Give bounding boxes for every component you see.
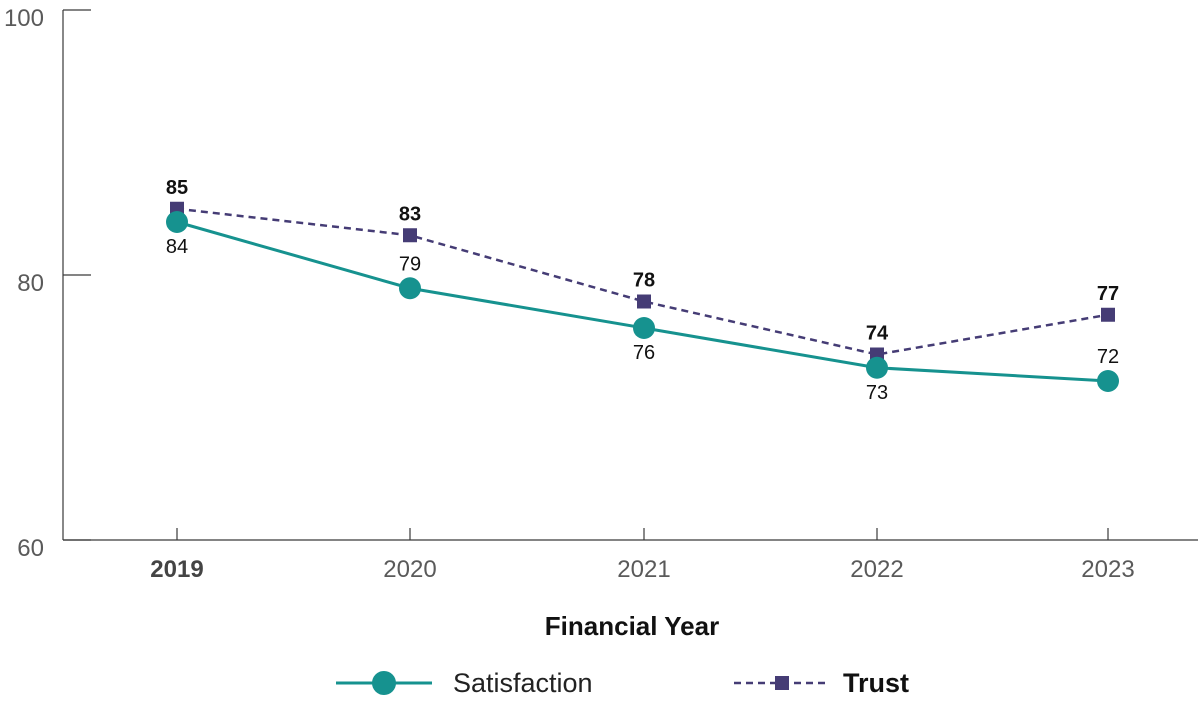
satisfaction-point bbox=[866, 356, 888, 379]
legend: Satisfaction Trust bbox=[336, 668, 909, 698]
legend-trust-label: Trust bbox=[843, 668, 909, 698]
trust-data-label: 83 bbox=[399, 203, 421, 225]
trust-point bbox=[637, 294, 651, 309]
y-axis-ticks: 60 80 100 bbox=[4, 5, 91, 562]
x-tick-label: 2020 bbox=[383, 556, 436, 583]
trust-data-label: 85 bbox=[166, 177, 188, 199]
satisfaction-data-label: 76 bbox=[633, 342, 655, 364]
satisfaction-data-label: 84 bbox=[166, 236, 188, 258]
data-labels: 84 79 76 73 72 85 83 78 74 77 bbox=[166, 177, 1119, 404]
legend-satisfaction-marker bbox=[372, 671, 396, 695]
legend-satisfaction-label: Satisfaction bbox=[453, 668, 593, 698]
trust-data-label: 74 bbox=[866, 323, 889, 345]
x-axis-ticks: 2019 2020 2021 2022 2023 bbox=[150, 528, 1135, 583]
x-tick-label: 2021 bbox=[617, 556, 670, 583]
y-tick-label: 60 bbox=[17, 535, 44, 562]
trust-data-label: 78 bbox=[633, 270, 655, 292]
trust-series-line bbox=[176, 207, 1109, 356]
y-tick-label: 80 bbox=[17, 270, 44, 297]
trust-data-label: 77 bbox=[1097, 283, 1119, 305]
satisfaction-point bbox=[633, 317, 655, 339]
x-tick-label: 2022 bbox=[850, 556, 903, 583]
satisfaction-data-label: 73 bbox=[866, 382, 888, 404]
axes bbox=[62, 10, 1198, 541]
series-markers bbox=[166, 201, 1119, 392]
y-tick-label: 100 bbox=[4, 5, 44, 32]
satisfaction-point bbox=[399, 277, 421, 300]
satisfaction-data-label: 72 bbox=[1097, 346, 1119, 368]
x-axis-title: Financial Year bbox=[545, 611, 719, 641]
trust-point bbox=[403, 228, 417, 243]
x-tick-label: 2023 bbox=[1081, 556, 1134, 583]
legend-trust-marker bbox=[775, 676, 789, 690]
satisfaction-data-label: 79 bbox=[399, 253, 421, 275]
satisfaction-point bbox=[1097, 370, 1119, 392]
trust-point bbox=[1101, 307, 1115, 322]
satisfaction-point bbox=[166, 211, 188, 233]
x-tick-label: 2019 bbox=[150, 556, 203, 583]
